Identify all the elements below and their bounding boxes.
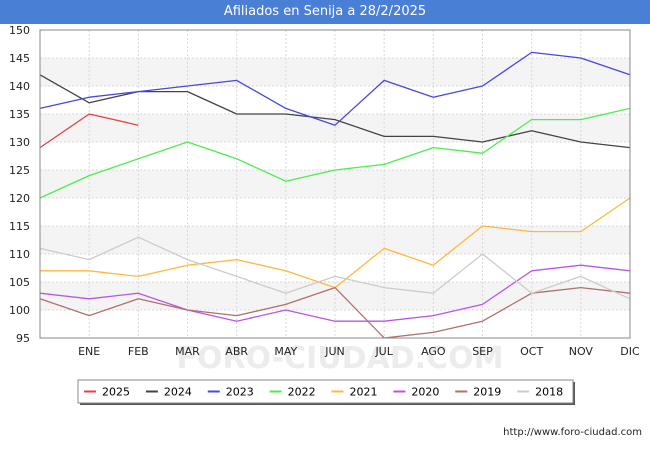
y-tick-label: 135 [9,108,30,121]
x-tick-label: MAY [274,345,297,358]
x-tick-label: JUN [324,345,345,358]
x-tick-label: SEP [472,345,493,358]
series-line-2025 [39,113,139,149]
x-tick-label: ABR [225,345,248,358]
legend-box [77,379,574,404]
legend-label-2025: 2025 [102,386,130,399]
legend-label-2024: 2024 [164,386,192,399]
y-tick-label: 120 [9,192,30,205]
y-tick-label: 125 [9,164,30,177]
legend-label-2022: 2022 [288,386,316,399]
y-tick-label: 100 [9,304,30,317]
x-tick-label: NOV [569,345,594,358]
series-line-2023 [39,51,631,126]
x-tick-label: MAR [175,345,200,358]
legend-label-2023: 2023 [226,386,254,399]
x-tick-label: ENE [78,345,100,358]
source-url: http://www.foro-ciudad.com [503,427,642,438]
x-tick-label: DIC [620,345,640,358]
legend-label-2019: 2019 [473,386,501,399]
chart-title: Afiliados en Senija a 28/2/2025 [0,0,650,24]
y-tick-label: 150 [9,24,30,37]
y-tick-label: 115 [9,220,30,233]
plot-frame [39,29,631,339]
y-tick-label: 105 [9,276,30,289]
x-tick-label: FEB [128,345,149,358]
series-line-2018 [39,236,631,300]
x-tick-label: OCT [520,345,543,358]
watermark: FORO-CIUDAD.COM [177,341,504,376]
legend: 2025 2024 2023 2022 2021 2020 2019 2018 [77,379,575,405]
series-lines [39,51,631,339]
axes: 95 100 105 110 115 120 125 130 135 140 145 150 ENE FE… [9,24,640,358]
series-line-2022 [39,107,631,199]
y-tick-label: 140 [9,80,30,93]
x-tick-label: JUL [374,345,393,358]
y-tick-label: 145 [9,52,30,65]
legend-label-2018: 2018 [535,386,563,399]
x-tick-label: AGO [421,345,446,358]
series-line-2020 [39,264,631,322]
y-tick-label: 95 [16,332,30,345]
legend-label-2021: 2021 [350,386,378,399]
y-tick-label: 110 [9,248,30,261]
y-tick-label: 130 [9,136,30,149]
legend-label-2020: 2020 [411,386,439,399]
